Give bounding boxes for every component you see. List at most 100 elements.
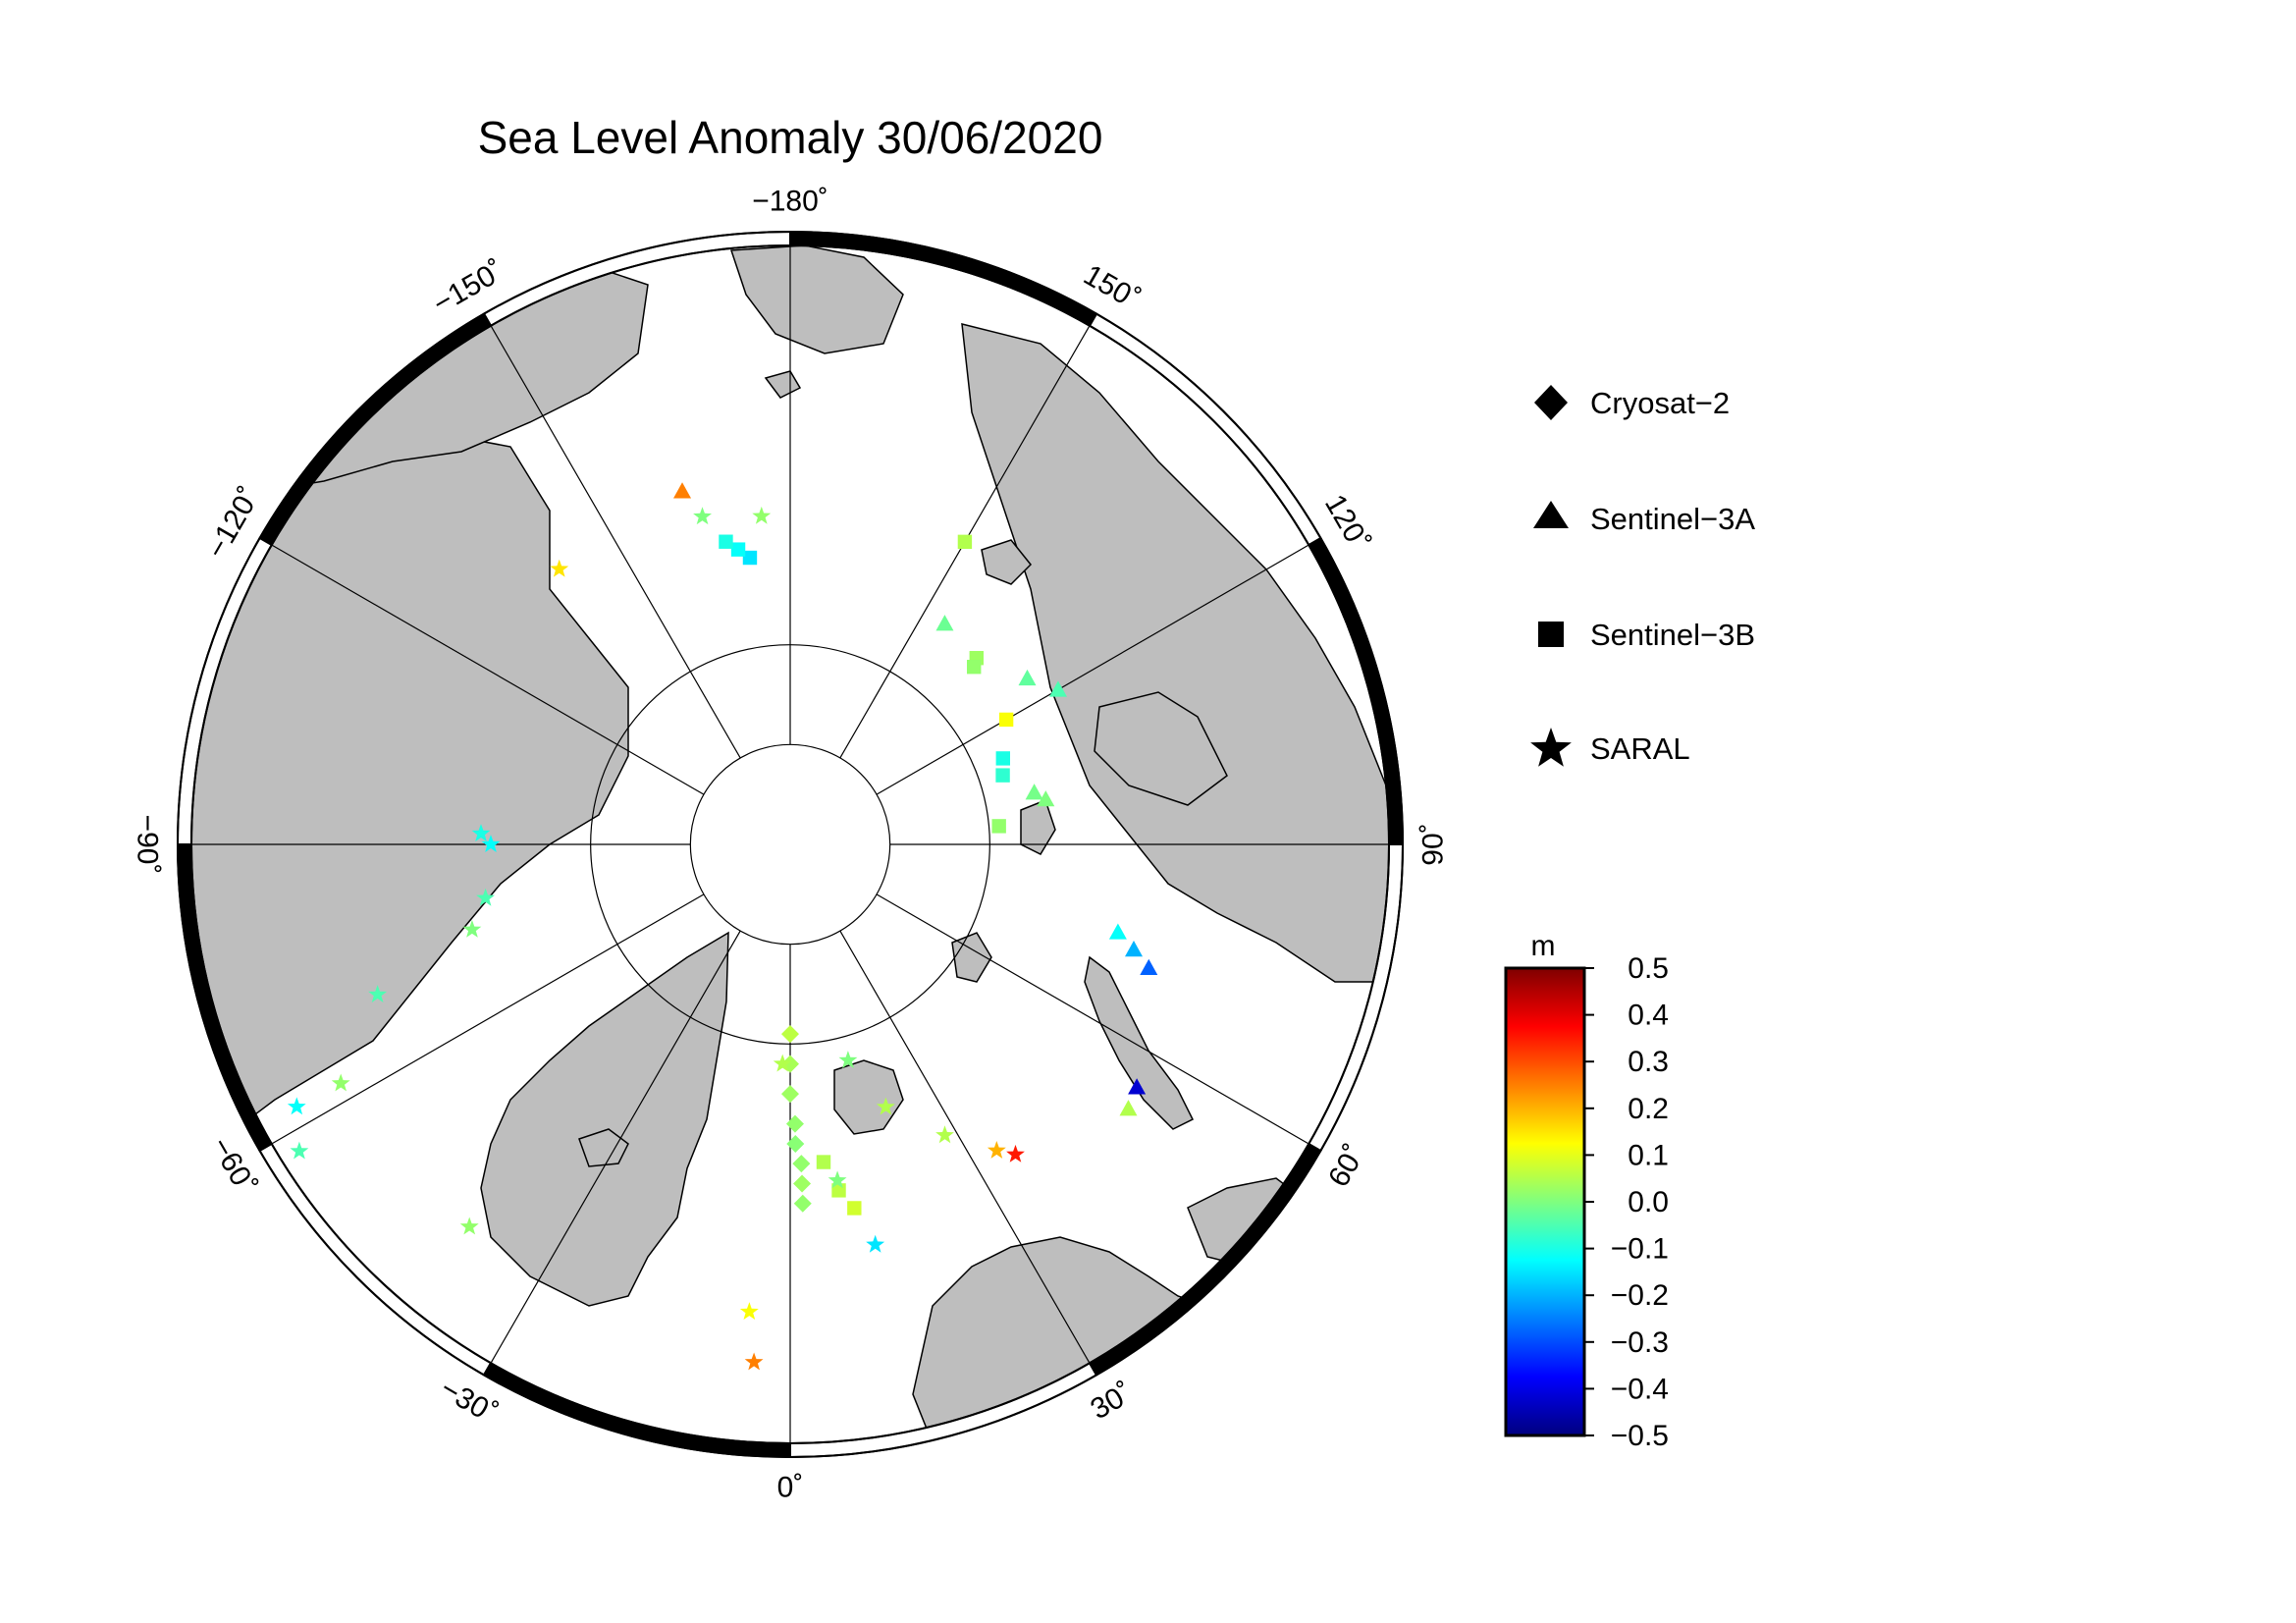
colorbar-tick-label: −0.1 <box>1611 1233 1669 1266</box>
meridian-line <box>490 930 741 1364</box>
track-point-star <box>331 1073 350 1092</box>
colorbar-tick-label: 0.1 <box>1628 1139 1669 1171</box>
track-point-star <box>744 1352 764 1371</box>
map-frame <box>176 230 1405 1459</box>
land-novaya-zemlya <box>1084 955 1195 1130</box>
mission-legend: Cryosat−2 Sentinel−3A Sentinel−3B SARAL <box>1530 385 1755 767</box>
track-point-square <box>730 542 746 557</box>
track-point-star <box>471 824 491 841</box>
colorbar-tick-label: −0.4 <box>1611 1373 1669 1405</box>
track-point-star <box>1006 1144 1025 1163</box>
meridian-label: −90˚ <box>132 815 164 875</box>
track-point-star <box>838 1051 858 1068</box>
colorbar-gradient <box>1504 966 1586 1437</box>
track-point-star <box>459 1217 479 1235</box>
track-point-star <box>773 1054 792 1072</box>
frame-inner-edge <box>190 244 1390 1444</box>
track-point-triangle <box>1037 790 1055 807</box>
legend-label-cryosat: Cryosat−2 <box>1590 386 1730 420</box>
track-point-diamond <box>786 1134 805 1153</box>
track-point-square <box>998 712 1014 728</box>
meridian-label: 0˚ <box>777 1472 804 1504</box>
legend-label-saral: SARAL <box>1590 731 1690 766</box>
star-icon <box>1530 728 1572 767</box>
track-point-diamond <box>785 1114 804 1133</box>
track-point-diamond <box>792 1155 811 1173</box>
track-point-star <box>287 1097 306 1115</box>
legend-item-sentinel-3a: Sentinel−3A <box>1533 501 1755 536</box>
colorbar-tick-label: 0.2 <box>1628 1093 1669 1125</box>
track-point-star <box>693 507 712 525</box>
parallel-circle <box>689 743 891 946</box>
track-point-square <box>995 751 1011 766</box>
series-triangle <box>673 482 1158 1116</box>
land-chukotka <box>729 245 904 354</box>
meridian-line <box>876 544 1309 795</box>
track-point-star <box>866 1234 885 1253</box>
legend-label-sentinel-3b: Sentinel−3B <box>1590 618 1755 652</box>
meridian-line <box>876 893 1309 1145</box>
colorbar-tick-label: −0.5 <box>1611 1420 1669 1452</box>
colorbar-tick-label: −0.2 <box>1611 1279 1669 1312</box>
land-canada <box>191 431 629 1130</box>
track-point-diamond <box>793 1174 812 1193</box>
track-point-star <box>752 506 772 524</box>
track-point-star <box>476 888 495 906</box>
legend-item-sentinel-3b: Sentinel−3B <box>1538 618 1755 652</box>
frame-outer-edge <box>177 231 1404 1458</box>
colorbar-tick-label: 0.3 <box>1628 1046 1669 1078</box>
meridian-label: 90˚ <box>1417 823 1450 865</box>
series-star <box>287 506 1025 1371</box>
land-iceland <box>578 1128 629 1167</box>
colorbar-tick-label: 0.5 <box>1628 952 1669 985</box>
meridian-label: 150˚ <box>1078 258 1146 316</box>
track-point-triangle <box>1048 680 1067 697</box>
altimetry-tracks <box>287 482 1158 1371</box>
track-point-star <box>739 1302 759 1320</box>
track-point-triangle <box>673 482 692 499</box>
track-point-square <box>742 550 758 566</box>
land-wrangel <box>764 370 802 399</box>
track-point-star <box>368 985 388 1002</box>
track-point-star <box>550 559 569 577</box>
track-point-triangle <box>1108 923 1127 940</box>
track-point-square <box>957 534 973 550</box>
land-new-siberian <box>981 539 1033 585</box>
triangle-icon <box>1533 501 1569 528</box>
parallel-circle <box>590 644 990 1045</box>
track-point-diamond <box>793 1194 812 1213</box>
track-point-star <box>876 1097 895 1115</box>
track-point-square <box>816 1155 831 1169</box>
track-point-triangle <box>1128 1078 1147 1095</box>
track-point-star <box>935 1125 954 1144</box>
meridian-line <box>271 893 705 1145</box>
legend-label-sentinel-3a: Sentinel−3A <box>1590 502 1755 536</box>
colorbar: m 0.5 0.4 0.3 0.2 0.1 0.0 −0.1 −0.2 −0.3 −0.4 −0.5 <box>1504 930 1669 1452</box>
land-greenland <box>480 931 729 1307</box>
meridian-label: 60˚ <box>1322 1139 1371 1192</box>
land-siberia <box>961 323 1389 983</box>
track-point-star <box>828 1170 847 1189</box>
track-point-triangle <box>1119 1100 1138 1116</box>
legend-item-saral: SARAL <box>1530 728 1690 767</box>
colorbar-unit: m <box>1531 930 1556 962</box>
track-point-triangle <box>935 615 954 631</box>
colorbar-tick-label: −0.3 <box>1611 1326 1669 1359</box>
series-square <box>719 534 1014 1216</box>
track-point-triangle <box>1018 669 1037 686</box>
meridian-label: −30˚ <box>435 1373 503 1431</box>
map-disc: −180˚−150˚−120˚−90˚−60˚−30˚0˚30˚60˚90˚12… <box>132 186 1450 1504</box>
track-point-square <box>995 768 1010 783</box>
track-point-triangle <box>1140 958 1158 975</box>
colorbar-tick-label: 0.4 <box>1628 1000 1669 1032</box>
track-point-triangle <box>1125 941 1144 957</box>
meridian-label: 120˚ <box>1318 489 1376 557</box>
colorbar-ticks: 0.5 0.4 0.3 0.2 0.1 0.0 −0.1 −0.2 −0.3 −0.4 −0.5 <box>1584 952 1669 1452</box>
track-point-star <box>481 835 501 852</box>
track-point-star <box>987 1141 1006 1159</box>
diamond-icon <box>1534 385 1568 420</box>
land-svalbard <box>833 1059 904 1135</box>
track-point-diamond <box>781 1025 799 1044</box>
graticule <box>191 245 1389 1443</box>
